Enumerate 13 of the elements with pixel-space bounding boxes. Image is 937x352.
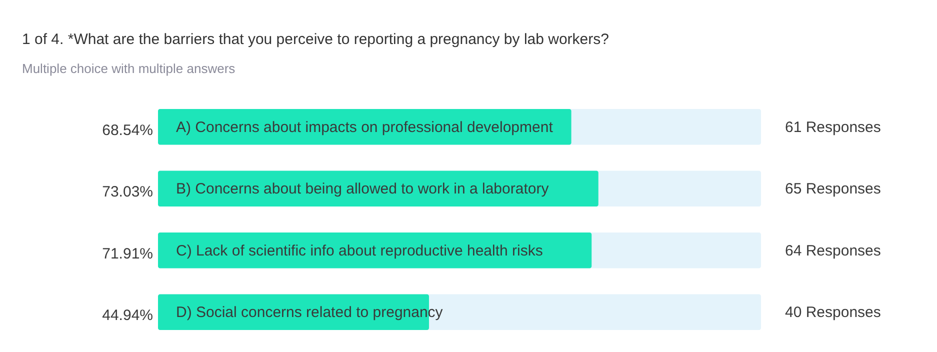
data-label: 44.94% bbox=[102, 307, 153, 324]
data-label: 71.91% bbox=[102, 245, 153, 262]
data-label: 68.54% bbox=[102, 122, 153, 139]
chart-subtitle: Multiple choice with multiple answers bbox=[22, 61, 236, 76]
data-label: 73.03% bbox=[102, 184, 153, 201]
y-tick-label: C) Lack of scientific info about reproductive health risks bbox=[176, 242, 543, 260]
y-tick-label: B) Concerns about being allowed to work in a laboratory bbox=[176, 180, 550, 198]
chart-title: 1 of 4. *What are the barriers that you perceive to reporting a pregnancy by lab workers? bbox=[22, 31, 609, 48]
text: 64 Responses bbox=[785, 242, 881, 260]
y-tick-label: A) Concerns about impacts on professional development bbox=[176, 118, 554, 136]
text: 61 Responses bbox=[785, 118, 881, 136]
text: 65 Responses bbox=[785, 180, 881, 198]
text: 40 Responses bbox=[785, 304, 881, 322]
